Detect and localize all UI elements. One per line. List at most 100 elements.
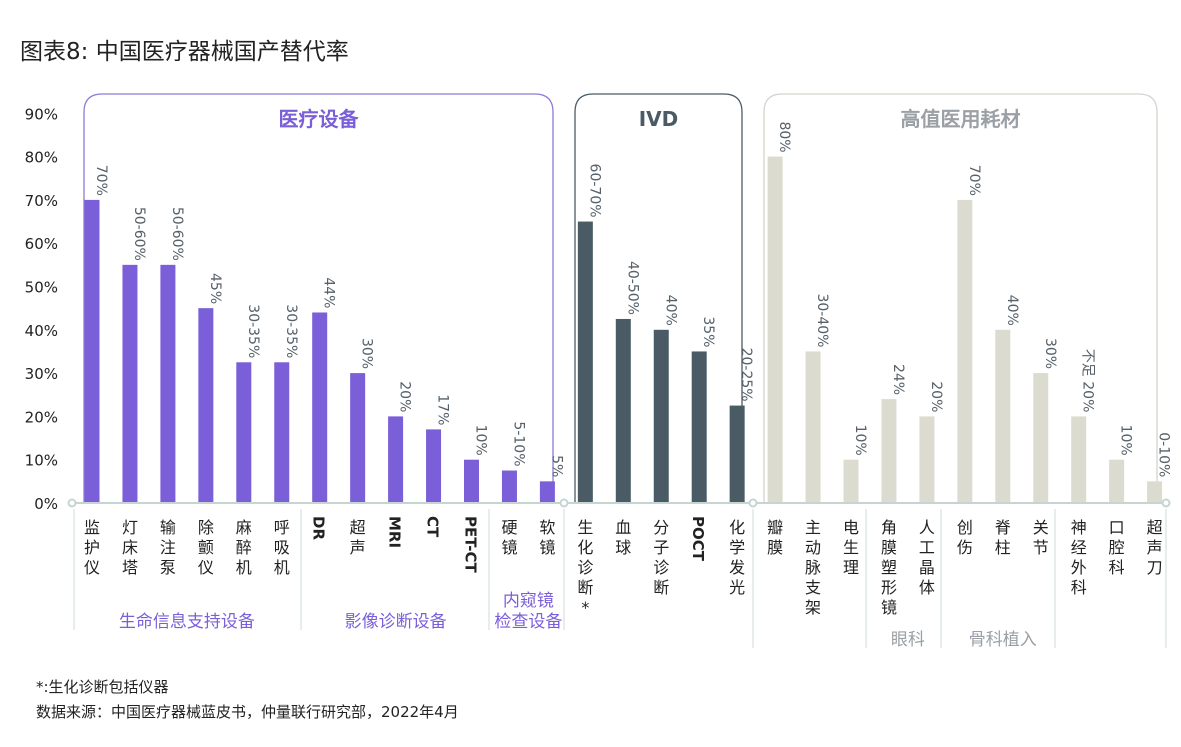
x-tick-label: 血球 xyxy=(615,518,631,557)
x-tick-label: 监护仪 xyxy=(84,518,100,577)
bar xyxy=(653,329,669,503)
x-tick-label: 神经外科 xyxy=(1071,518,1087,597)
bar xyxy=(501,470,517,503)
bar xyxy=(615,318,631,503)
bar xyxy=(539,481,555,503)
bar xyxy=(274,362,290,503)
bar-value-label: 45% xyxy=(207,273,223,304)
x-tick-label: 口腔科 xyxy=(1109,518,1125,577)
group-frame-0 xyxy=(83,93,554,503)
bar xyxy=(84,199,100,503)
bar-value-label: 50-60% xyxy=(131,207,147,261)
bar-value-label: 70% xyxy=(93,165,109,196)
x-tick-label: 人工晶体 xyxy=(919,518,935,597)
y-tick-label: 60% xyxy=(25,235,58,253)
bar-value-label: 0-10% xyxy=(1156,432,1172,477)
bar-value-label: 30% xyxy=(359,338,375,369)
bar xyxy=(881,399,897,503)
bar xyxy=(843,459,859,503)
bar xyxy=(350,373,366,503)
bar xyxy=(767,156,783,503)
x-tick-label: 软镜 xyxy=(539,518,555,557)
x-tick-label: 超声 xyxy=(350,518,366,557)
bar xyxy=(236,362,252,503)
bar xyxy=(388,416,404,503)
bar xyxy=(995,329,1011,503)
y-axis: 0% 10% 20% 30% 40% 50% 60% 70% 80% 90% xyxy=(25,105,58,513)
axis-node xyxy=(748,498,758,508)
x-tick-label: CT xyxy=(424,516,442,538)
group-title: 医疗设备 xyxy=(279,107,360,131)
bar-value-label: 30-35% xyxy=(283,304,299,358)
y-tick-label: 0% xyxy=(34,495,58,513)
subgroup-label: 骨科植入 xyxy=(969,630,1037,650)
bar-value-label: 17% xyxy=(435,394,451,425)
bar-value-label: 10% xyxy=(473,425,489,456)
group-title: IVD xyxy=(639,107,679,131)
bar xyxy=(729,405,745,503)
source-note: 数据来源：中国医疗器械蓝皮书，仲量联行研究部，2022年4月 xyxy=(36,703,459,721)
bar-chart: 医疗设备 IVD 高值医用耗材 0% 10% 20% 30% 40% 50% 60% 70% 80%… xyxy=(25,93,1172,650)
bar-value-label: 20% xyxy=(397,381,413,412)
bar xyxy=(691,351,707,503)
bar-value-label: 30% xyxy=(1042,338,1058,369)
bar xyxy=(160,264,176,503)
bar-value-label: 20-25% xyxy=(738,348,754,402)
group-title: 高值医用耗材 xyxy=(901,107,1021,131)
x-tick-label: 关节 xyxy=(1033,518,1049,557)
bar xyxy=(122,264,138,503)
bar-value-label: 40% xyxy=(1004,295,1020,326)
bar-value-label: 10% xyxy=(1118,425,1134,456)
bar xyxy=(805,351,821,503)
y-tick-label: 20% xyxy=(25,408,58,426)
x-tick-label: PET-CT xyxy=(462,516,480,574)
bar xyxy=(577,221,593,504)
bar-value-label: 20% xyxy=(928,381,944,412)
bar-value-label: 50-60% xyxy=(169,207,185,261)
x-tick-label: 超声刀 xyxy=(1147,518,1163,577)
group-boxes: 医疗设备 IVD 高值医用耗材 xyxy=(83,93,1158,503)
bar xyxy=(1147,481,1163,503)
y-tick-label: 30% xyxy=(25,365,58,383)
x-tick-label: 麻醉机 xyxy=(236,518,252,577)
x-tick-label: 呼吸机 xyxy=(274,518,290,577)
axis-node xyxy=(1161,498,1171,508)
y-tick-label: 40% xyxy=(25,322,58,340)
y-tick-label: 50% xyxy=(25,279,58,297)
y-tick-label: 90% xyxy=(25,105,58,123)
x-tick-label: 创伤 xyxy=(957,518,973,557)
x-tick-label: 瓣膜 xyxy=(767,518,783,557)
x-tick-label: 生化诊断* xyxy=(577,518,593,617)
x-tick-label: 电生理 xyxy=(843,518,859,577)
x-tick-label: 分子诊断 xyxy=(653,518,669,597)
x-tick-label: 脊柱 xyxy=(995,518,1011,557)
bar xyxy=(426,429,442,503)
subgroup-label: 内窥镜检查设备 xyxy=(494,591,562,632)
group-frame-1 xyxy=(574,93,743,503)
y-tick-label: 70% xyxy=(25,192,58,210)
bar-value-label: 40% xyxy=(662,295,678,326)
bar-value-label: 30-40% xyxy=(814,293,830,347)
axis-node xyxy=(559,498,569,508)
subgroup-label: 生命信息支持设备 xyxy=(119,612,255,632)
bars: 70% 50-60% 50-60% 45% 30-35% 30-35% 44% 30% 20% 1… xyxy=(84,121,1172,504)
x-tick-label: 角膜塑形镜 xyxy=(881,518,897,617)
bar xyxy=(1109,459,1125,503)
x-tick-label: 灯床塔 xyxy=(122,518,138,577)
bar-value-label: 5-10% xyxy=(510,421,526,466)
group-frame-2 xyxy=(763,93,1158,503)
x-tick-label: DR xyxy=(310,516,328,540)
bar xyxy=(198,308,214,503)
axis-node xyxy=(67,498,77,508)
bar-value-label: 60-70% xyxy=(586,164,602,218)
y-tick-label: 80% xyxy=(25,149,58,167)
bar-value-label: 35% xyxy=(700,316,716,347)
bar-value-label: 5% xyxy=(548,455,564,477)
y-tick-label: 10% xyxy=(25,452,58,470)
bar-value-label: 10% xyxy=(852,425,868,456)
chart-title: 图表8: 中国医疗器械国产替代率 xyxy=(20,39,349,65)
notes: *:生化诊断包括仪器 数据来源：中国医疗器械蓝皮书，仲量联行研究部，2022年4… xyxy=(36,675,459,725)
x-tick-label: POCT xyxy=(689,516,707,562)
bar xyxy=(919,416,935,503)
